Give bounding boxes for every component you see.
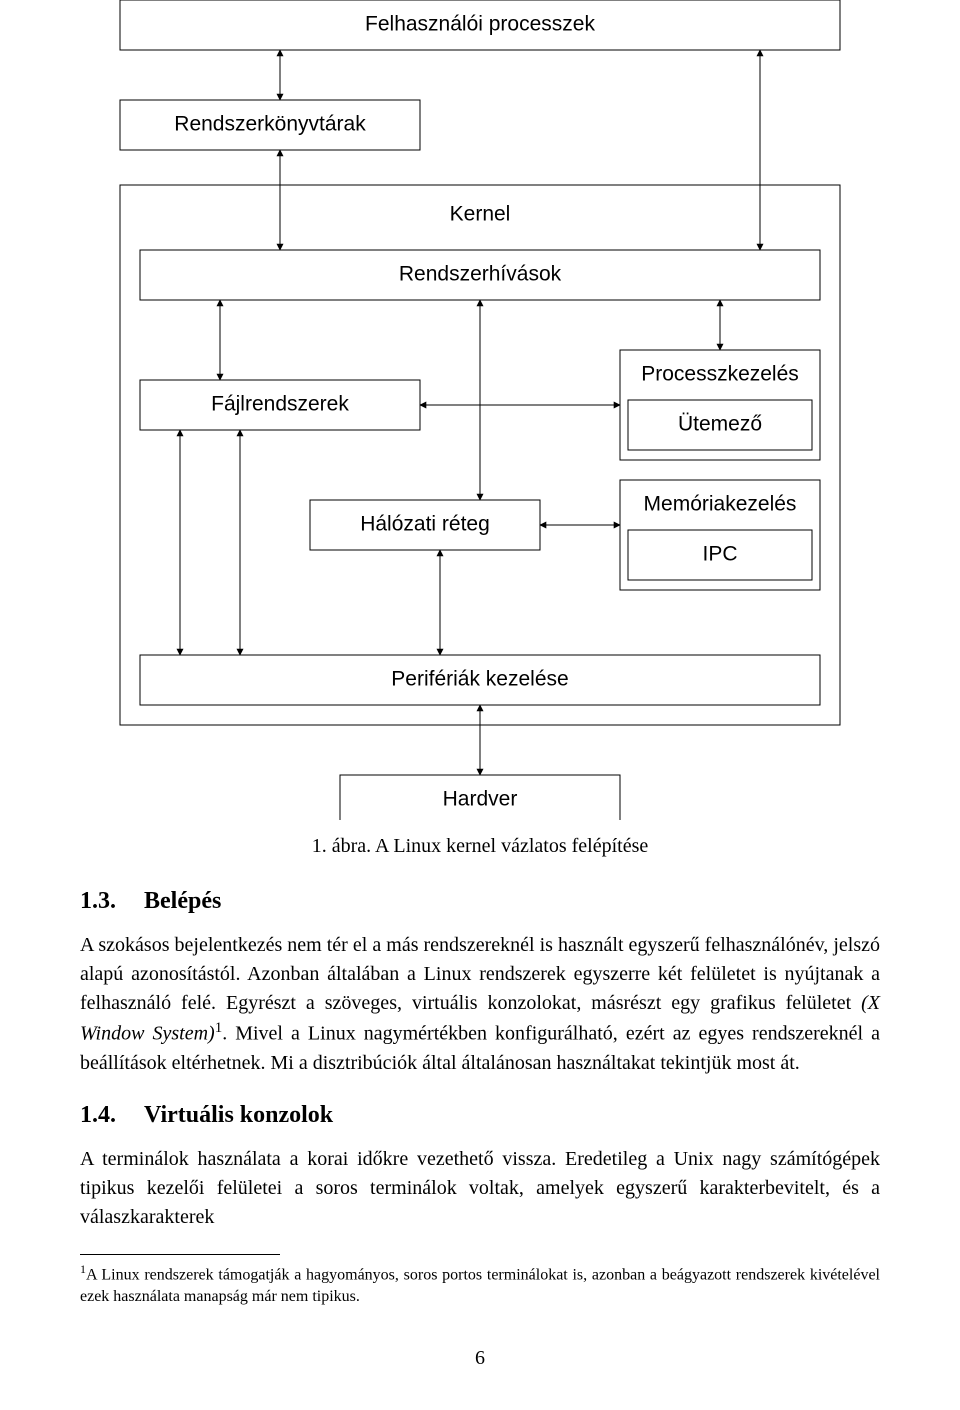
footnote-rule <box>80 1254 280 1255</box>
section-title: Virtuális konzolok <box>144 1102 333 1128</box>
svg-text:Rendszerkönyvtárak: Rendszerkönyvtárak <box>174 113 366 136</box>
svg-text:Hardver: Hardver <box>443 788 518 811</box>
section-number: 1.4. <box>80 1102 116 1129</box>
svg-text:Felhasználói processzek: Felhasználói processzek <box>365 13 595 36</box>
section-heading-1-3: 1.3. Belépés <box>80 888 880 915</box>
svg-text:Hálózati réteg: Hálózati réteg <box>360 513 490 536</box>
svg-text:Rendszerhívások: Rendszerhívások <box>399 263 562 286</box>
kernel-diagram: Kernel Processzkezelés Memóriakezelés Felha… <box>80 0 880 820</box>
figure-caption: 1. ábra. A Linux kernel vázlatos felépít… <box>80 835 880 858</box>
svg-text:Memóriakezelés: Memóriakezelés <box>644 493 797 516</box>
paragraph-belepes: A szokásos bejelentkezés nem tér el a má… <box>80 931 880 1078</box>
svg-text:Processzkezelés: Processzkezelés <box>641 363 799 386</box>
paragraph-konzolok: A terminálok használata a korai időkre v… <box>80 1145 880 1232</box>
svg-text:Ütemező: Ütemező <box>678 413 762 436</box>
svg-text:Perifériák kezelése: Perifériák kezelése <box>391 668 568 691</box>
svg-text:IPC: IPC <box>702 543 737 566</box>
section-title: Belépés <box>144 888 221 914</box>
section-heading-1-4: 1.4. Virtuális konzolok <box>80 1102 880 1129</box>
page-number: 6 <box>80 1347 880 1370</box>
footnote-1: 1A Linux rendszerek támogatják a hagyomá… <box>80 1261 880 1308</box>
svg-text:Kernel: Kernel <box>450 203 511 226</box>
svg-text:Fájlrendszerek: Fájlrendszerek <box>211 393 349 416</box>
section-number: 1.3. <box>80 888 116 915</box>
